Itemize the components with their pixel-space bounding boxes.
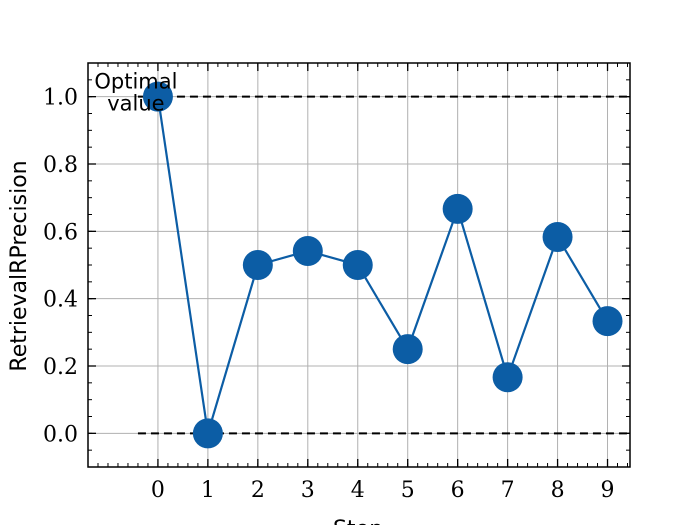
data-point — [242, 250, 273, 280]
data-point — [392, 334, 423, 365]
x-tick-label: 0 — [151, 478, 165, 503]
x-axis-label: Step — [333, 517, 383, 525]
data-point — [542, 221, 573, 252]
annotation-line: Optimal — [94, 70, 177, 94]
y-tick-label: 0.2 — [43, 355, 78, 380]
data-point — [192, 418, 223, 449]
data-point — [342, 250, 373, 280]
y-tick-label: 0.6 — [43, 220, 78, 245]
data-point — [442, 193, 473, 224]
y-tick-label: 0.8 — [43, 153, 78, 178]
tick-labels: 0 1 2 3 4 5 6 7 8 9 0.0 0.2 0.4 0.6 0.8 1.0 — [43, 86, 615, 503]
ticks — [88, 62, 630, 468]
annotation-line: value — [107, 92, 164, 116]
x-tick-label: 9 — [601, 478, 615, 503]
series — [142, 81, 623, 449]
data-point — [292, 235, 323, 266]
x-tick-label: 8 — [551, 478, 565, 503]
x-tick-label: 1 — [201, 478, 215, 503]
y-axis-label: RetrievalRPrecision — [7, 160, 32, 371]
data-point — [592, 306, 623, 337]
x-tick-label: 2 — [251, 478, 265, 503]
reference-lines — [137, 95, 630, 435]
data-point — [492, 362, 523, 393]
x-tick-label: 7 — [501, 478, 515, 503]
y-tick-label: 0.4 — [43, 288, 78, 313]
series-line — [156, 96, 609, 434]
x-tick-label: 4 — [351, 478, 365, 503]
y-tick-label: 0.0 — [43, 422, 78, 447]
data-point — [142, 81, 173, 112]
x-tick-label: 6 — [451, 478, 465, 503]
x-tick-label: 5 — [401, 478, 415, 503]
x-tick-label: 3 — [301, 478, 315, 503]
annotation-text: Optimal value — [94, 70, 177, 116]
annotations: Optimal value — [94, 70, 177, 116]
y-tick-label: 1.0 — [43, 86, 78, 111]
